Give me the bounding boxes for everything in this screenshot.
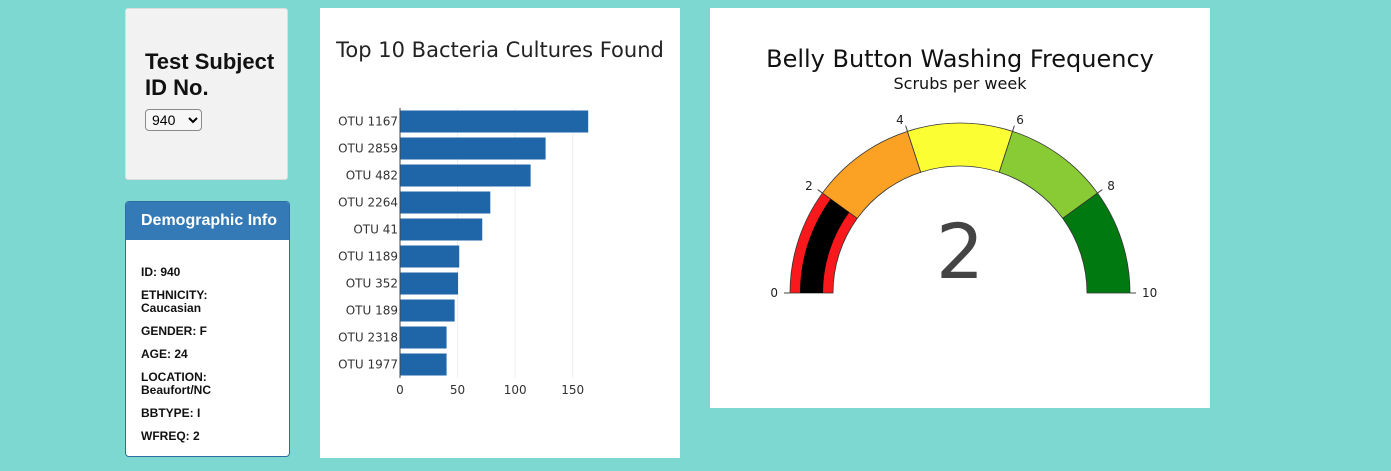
- gauge-tick-mark: [905, 125, 908, 132]
- x-tick-label: 0: [396, 383, 404, 397]
- demo-bbtype: BBTYPE: I: [141, 406, 201, 420]
- gauge-tick-label: 8: [1107, 179, 1115, 193]
- demo-gender: GENDER: F: [141, 324, 207, 338]
- y-tick-label: OTU 1189: [338, 250, 398, 264]
- y-tick-label: OTU 2264: [338, 196, 398, 210]
- demo-age: AGE: 24: [141, 347, 188, 361]
- gauge-tick-label: 2: [805, 179, 813, 193]
- gauge-tick-mark: [1097, 189, 1103, 194]
- subject-selector-panel: Test Subject ID No. 940: [125, 8, 288, 180]
- bar[interactable]: [400, 272, 459, 295]
- demo-id: ID: 940: [141, 265, 181, 279]
- gauge-tick-mark: [1012, 125, 1015, 132]
- bar[interactable]: [400, 110, 589, 133]
- gauge-subtitle: Scrubs per week: [894, 74, 1028, 93]
- gauge-tick-label: 10: [1142, 286, 1157, 300]
- bar[interactable]: [400, 326, 447, 349]
- gauge-step-band: [1062, 192, 1131, 294]
- gauge-title: Belly Button Washing Frequency: [766, 45, 1154, 73]
- bar[interactable]: [400, 218, 483, 241]
- y-tick-label: OTU 41: [353, 223, 398, 237]
- bar-chart: Top 10 Bacteria Cultures Found OTU 1167 O…: [335, 38, 664, 397]
- bar[interactable]: [400, 164, 531, 187]
- demo-ethnicity: ETHNICITY: Caucasian: [141, 288, 208, 315]
- x-tick-label: 100: [504, 383, 527, 397]
- y-tick-label: OTU 1167: [338, 115, 398, 129]
- gauge-step-band: [906, 122, 1014, 173]
- y-tick-label: OTU 482: [346, 169, 398, 183]
- bar[interactable]: [400, 353, 447, 376]
- bar-chart-title: Top 10 Bacteria Cultures Found: [335, 38, 664, 62]
- y-tick-label: OTU 1977: [338, 358, 398, 372]
- gauge-tick-mark: [817, 189, 823, 194]
- gauge-tick-label: 6: [1016, 113, 1024, 127]
- gauge-value-number: 2: [936, 207, 984, 296]
- bar[interactable]: [400, 299, 455, 322]
- demo-location: LOCATION: Beaufort/NC: [141, 370, 212, 397]
- gauge-chart-card: Belly Button Washing Frequency Scrubs pe…: [710, 8, 1210, 408]
- gauge-tick-label: 4: [896, 113, 904, 127]
- x-tick-label: 50: [450, 383, 465, 397]
- y-tick-label: OTU 189: [346, 304, 398, 318]
- y-tick-label: OTU 2859: [338, 142, 398, 156]
- gauge-chart: Belly Button Washing Frequency Scrubs pe…: [766, 45, 1157, 300]
- demo-wfreq: WFREQ: 2: [141, 429, 200, 443]
- demographic-list: ID: 940 ETHNICITY: Caucasian GENDER: F A…: [126, 240, 289, 443]
- bar-chart-card: Top 10 Bacteria Cultures Found OTU 1167 O…: [320, 8, 680, 458]
- subject-id-dropdown[interactable]: 940: [145, 109, 202, 131]
- gauge-value-bar: [800, 198, 850, 293]
- selector-title: Test Subject ID No.: [145, 49, 275, 100]
- demographic-panel: Demographic Info ID: 940 ETHNICITY: Cauc…: [125, 201, 290, 457]
- y-tick-label: OTU 352: [346, 277, 398, 291]
- gauge-tick-label: 0: [770, 286, 778, 300]
- demographic-panel-header: Demographic Info: [126, 202, 289, 240]
- x-tick-label: 150: [561, 383, 584, 397]
- bar[interactable]: [400, 245, 460, 268]
- bar[interactable]: [400, 191, 491, 214]
- bar[interactable]: [400, 137, 546, 160]
- y-tick-label: OTU 2318: [338, 331, 398, 345]
